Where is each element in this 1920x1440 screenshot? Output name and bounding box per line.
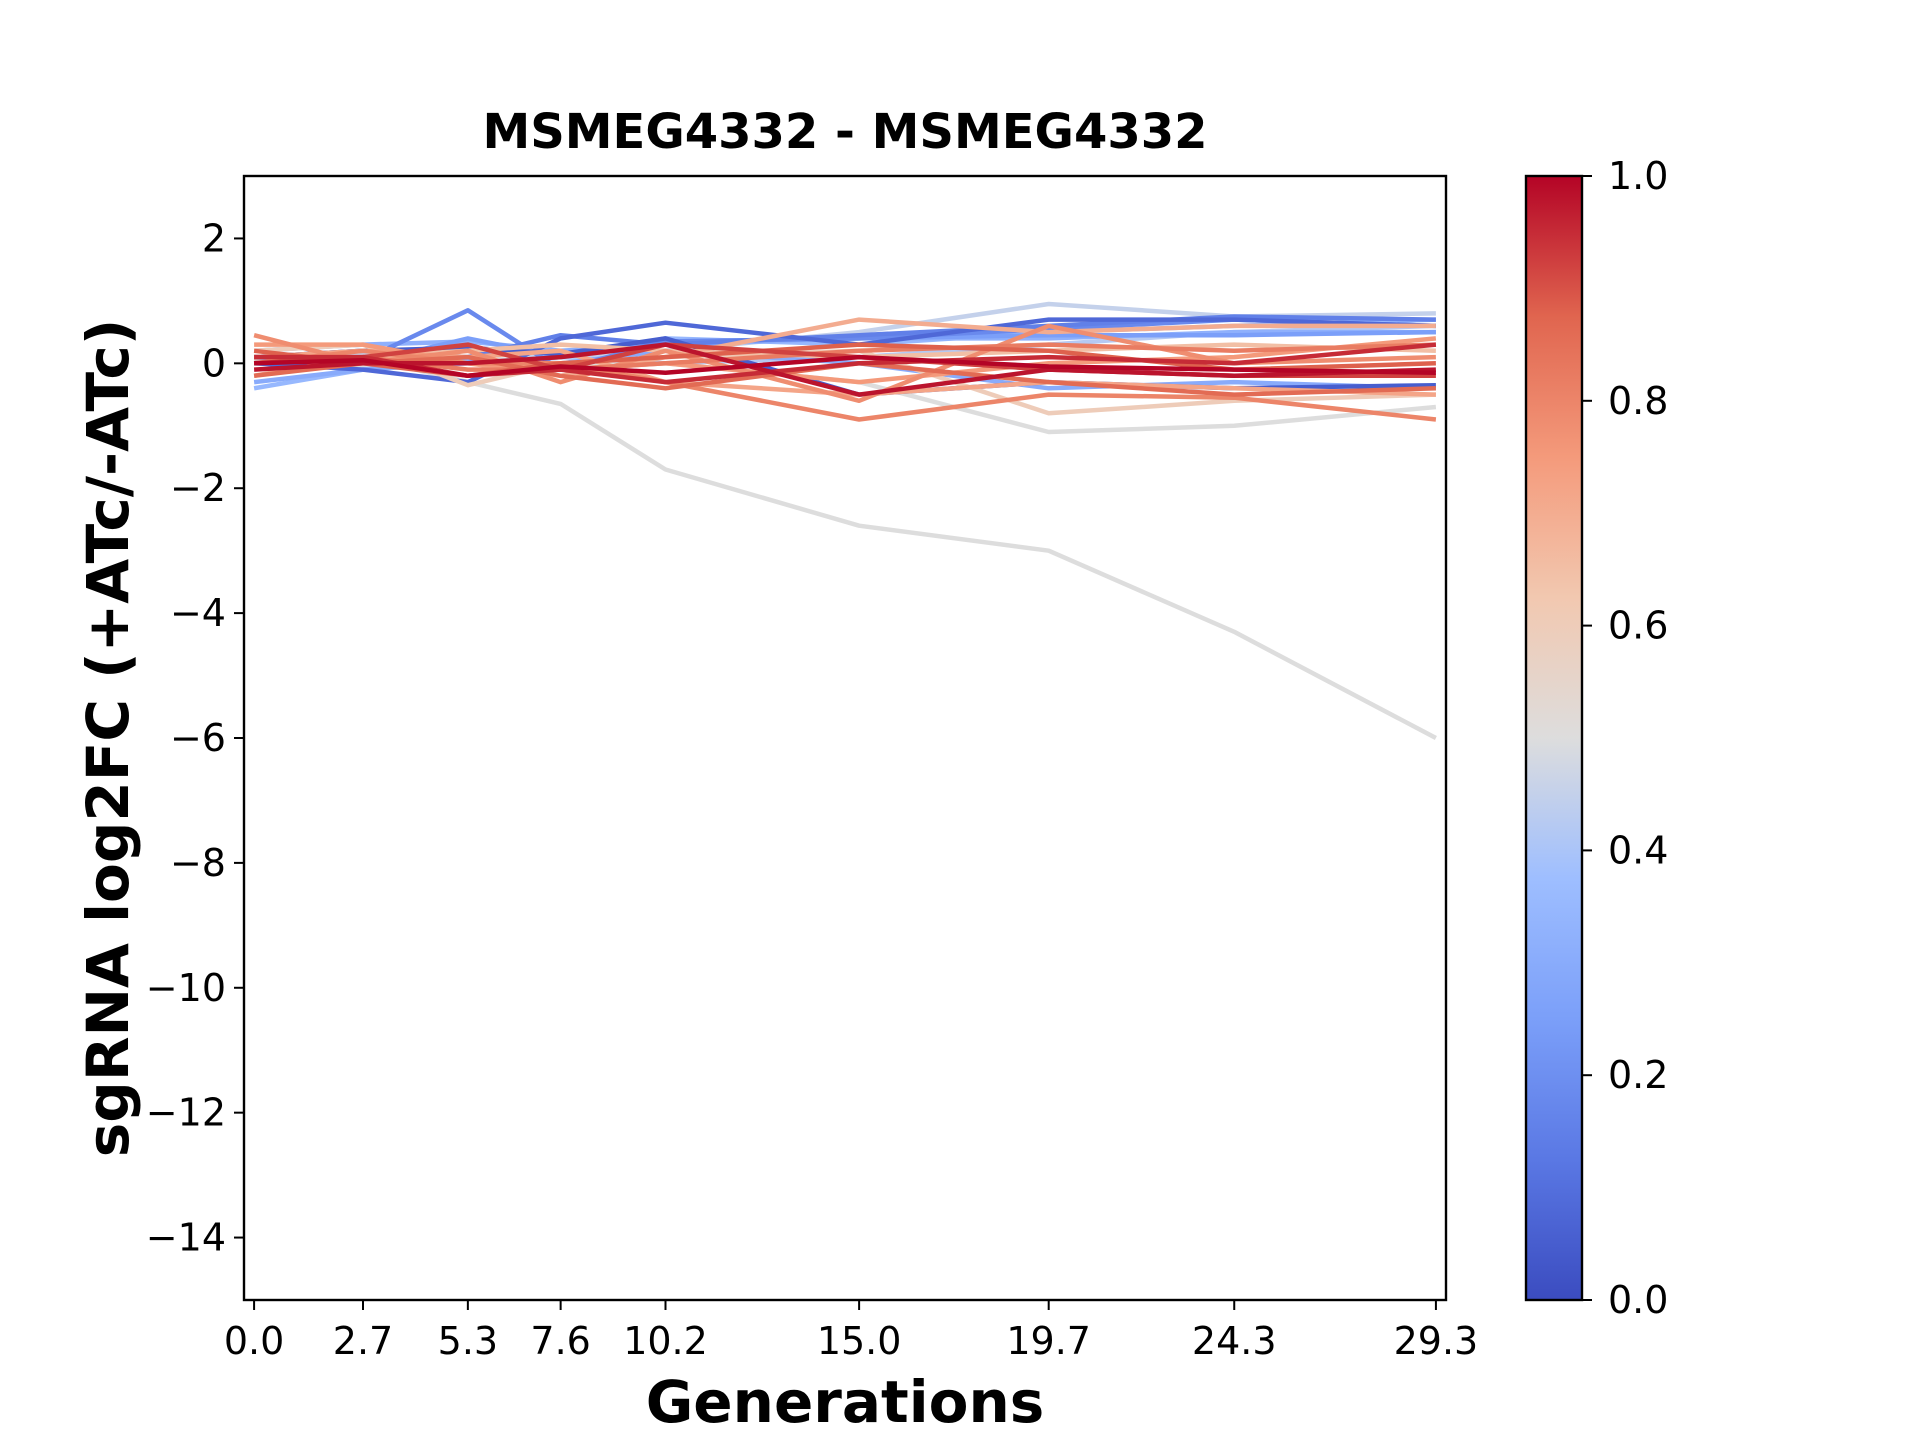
colorbar: [1524, 174, 1584, 1302]
series-lines: [253, 301, 1437, 740]
colorbar-tick-label: 1.0: [1608, 154, 1668, 198]
x-tick-label: 7.6: [530, 1319, 590, 1363]
colorbar-tick-label: 0.8: [1608, 379, 1668, 423]
chart-title: MSMEG4332 - MSMEG4332: [482, 104, 1207, 160]
x-tick-label: 19.7: [1006, 1319, 1091, 1363]
x-tick-label: 0.0: [224, 1319, 284, 1363]
y-tick-label: −8: [170, 841, 226, 885]
x-tick-label: 2.7: [333, 1319, 393, 1363]
plot-frame: [242, 174, 1448, 1302]
y-tick-label: −14: [146, 1216, 226, 1260]
y-axis-label: sgRNA log2FC (+ATc/-ATc): [74, 319, 142, 1157]
x-tick-label: 5.3: [438, 1319, 498, 1363]
colorbar-tick-label: 0.0: [1608, 1278, 1668, 1322]
x-axis-ticks: 0.0 2.7 5.3 7.6 10.2 15.0 19.7 24.3 29.3: [224, 1300, 1478, 1363]
x-tick-label: 10.2: [623, 1319, 708, 1363]
y-tick-label: 0: [202, 341, 226, 385]
y-axis-ticks: 2 0 −2 −4 −6 −8 −10 −12 −14: [146, 216, 244, 1260]
y-tick-label: −2: [170, 466, 226, 510]
colorbar-tick-label: 0.6: [1608, 604, 1668, 648]
series-line: [254, 354, 1436, 379]
y-tick-label: −12: [146, 1091, 226, 1135]
colorbar-ticks: 0.0 0.2 0.4 0.6 0.8 1.0: [1582, 154, 1668, 1322]
x-tick-label: 29.3: [1394, 1319, 1479, 1363]
colorbar-tick-label: 0.2: [1608, 1053, 1668, 1097]
x-tick-label: 15.0: [817, 1319, 902, 1363]
series-line: [254, 308, 1436, 372]
series-line: [254, 354, 1437, 740]
x-axis-label: Generations: [646, 1368, 1045, 1436]
y-tick-label: 2: [202, 216, 226, 260]
colorbar-tick-label: 0.4: [1608, 828, 1668, 872]
y-tick-label: −6: [170, 716, 226, 760]
y-tick-label: −4: [170, 591, 226, 635]
y-tick-label: −10: [146, 966, 226, 1010]
x-tick-label: 24.3: [1192, 1319, 1277, 1363]
series-line: [253, 317, 1436, 385]
